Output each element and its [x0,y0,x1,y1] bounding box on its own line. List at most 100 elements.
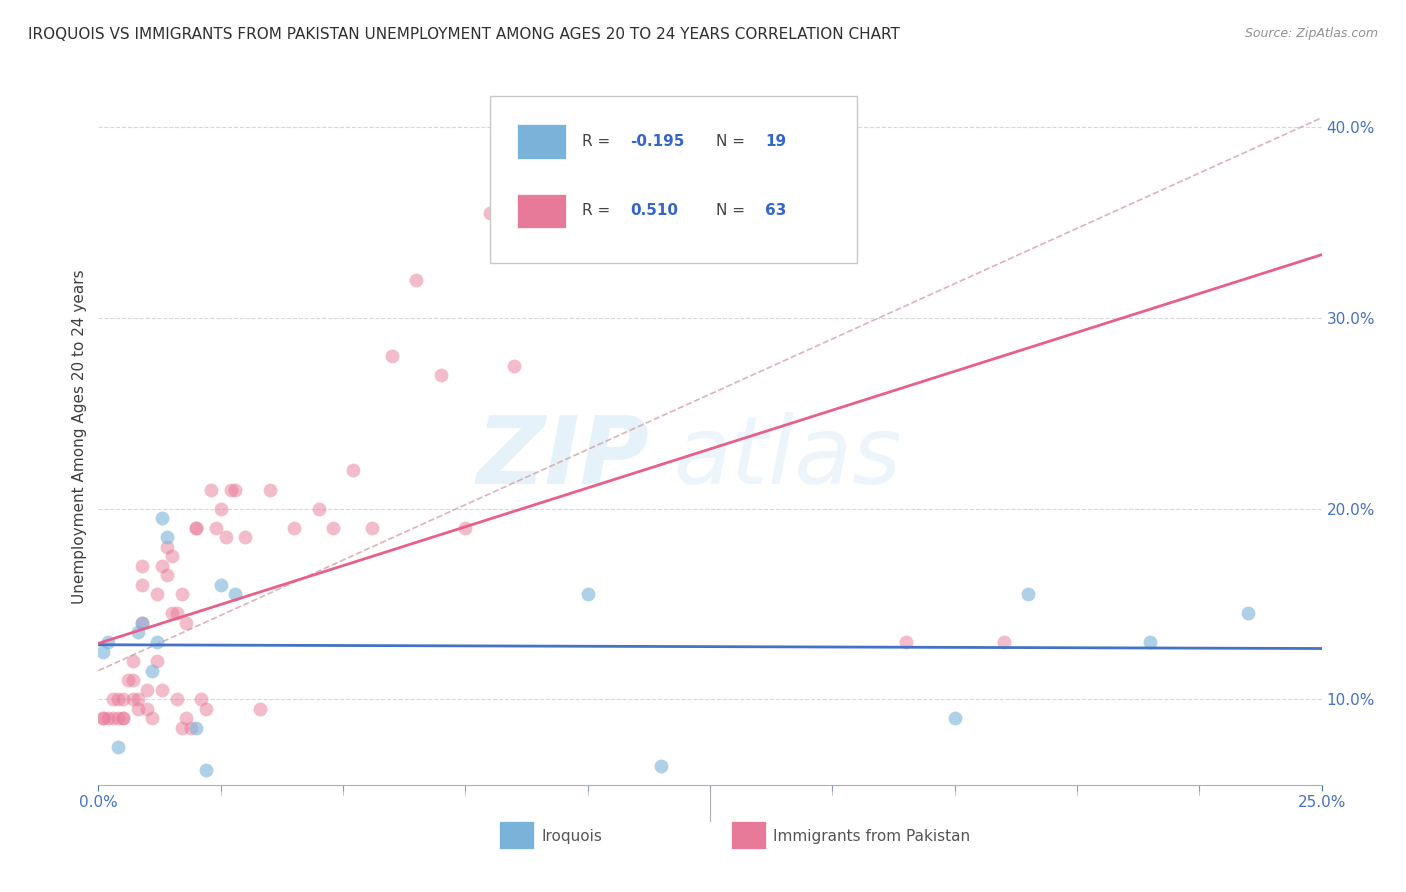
Point [150,682,173,697]
Point [209,578,232,592]
Text: -0.195: -0.195 [630,134,685,149]
Point [209,501,232,516]
FancyBboxPatch shape [489,96,856,263]
Point [141,664,163,678]
Point [214,530,236,544]
Point [1237,607,1260,621]
Point [160,549,183,564]
Point [430,368,453,383]
Point [233,530,256,544]
Point [361,521,384,535]
Point [503,359,526,373]
Point [156,530,179,544]
Point [166,692,188,706]
Point [121,654,143,668]
Point [141,711,163,725]
Point [107,711,129,725]
Point [121,673,143,687]
Point [224,587,246,601]
Point [186,521,208,535]
Point [160,607,183,621]
Text: R =: R = [582,134,614,149]
Point [156,540,179,554]
Point [101,692,124,706]
Text: Iroquois: Iroquois [541,830,602,844]
Point [454,521,477,535]
Point [121,692,143,706]
Point [283,521,305,535]
Point [91,711,114,725]
Point [195,702,218,716]
Point [131,558,153,573]
Point [131,578,153,592]
Point [91,711,114,725]
Point [166,607,188,621]
Point [205,521,228,535]
Point [190,692,212,706]
Point [97,635,120,649]
Text: N =: N = [716,203,749,219]
Point [576,587,599,601]
Point [156,568,179,582]
Point [195,763,218,777]
Point [176,711,198,725]
Point [1017,587,1039,601]
Point [180,721,202,735]
Text: 19: 19 [765,134,786,149]
Point [943,711,966,725]
Point [146,635,169,649]
Point [101,711,124,725]
Point [91,644,114,658]
Point [136,682,159,697]
Point [894,635,917,649]
Point [127,625,149,640]
Point [308,501,330,516]
Point [117,673,139,687]
Point [249,702,271,716]
Point [342,463,364,477]
Point [478,206,501,220]
Bar [517,194,565,228]
Point [170,721,193,735]
Point [259,483,281,497]
Point [111,711,134,725]
Point [219,483,242,497]
Text: Immigrants from Pakistan: Immigrants from Pakistan [773,830,970,844]
Text: N =: N = [716,134,749,149]
Y-axis label: Unemployment Among Ages 20 to 24 years: Unemployment Among Ages 20 to 24 years [72,269,87,605]
Bar [517,124,565,159]
Point [111,692,134,706]
Point [650,759,672,773]
Point [200,483,222,497]
Point [146,587,169,601]
Point [381,349,404,363]
Point [1139,635,1161,649]
Point [186,721,208,735]
Point [170,587,193,601]
Text: R =: R = [582,203,614,219]
Point [224,483,246,497]
Point [107,692,129,706]
Point [127,702,149,716]
Point [405,273,427,287]
Point [150,511,173,525]
Text: ZIP: ZIP [477,412,648,504]
Point [146,654,169,668]
Point [186,521,208,535]
Text: 0.510: 0.510 [630,203,679,219]
Text: IROQUOIS VS IMMIGRANTS FROM PAKISTAN UNEMPLOYMENT AMONG AGES 20 TO 24 YEARS CORR: IROQUOIS VS IMMIGRANTS FROM PAKISTAN UNE… [28,27,900,42]
Point [127,692,149,706]
Point [993,635,1015,649]
Text: atlas: atlas [673,412,901,503]
Point [322,521,344,535]
Point [131,615,153,630]
Point [150,558,173,573]
Point [111,711,134,725]
Point [131,615,153,630]
Text: Source: ZipAtlas.com: Source: ZipAtlas.com [1244,27,1378,40]
Point [107,739,129,754]
Text: 63: 63 [765,203,786,219]
Point [97,711,120,725]
Point [176,615,198,630]
Point [136,702,159,716]
